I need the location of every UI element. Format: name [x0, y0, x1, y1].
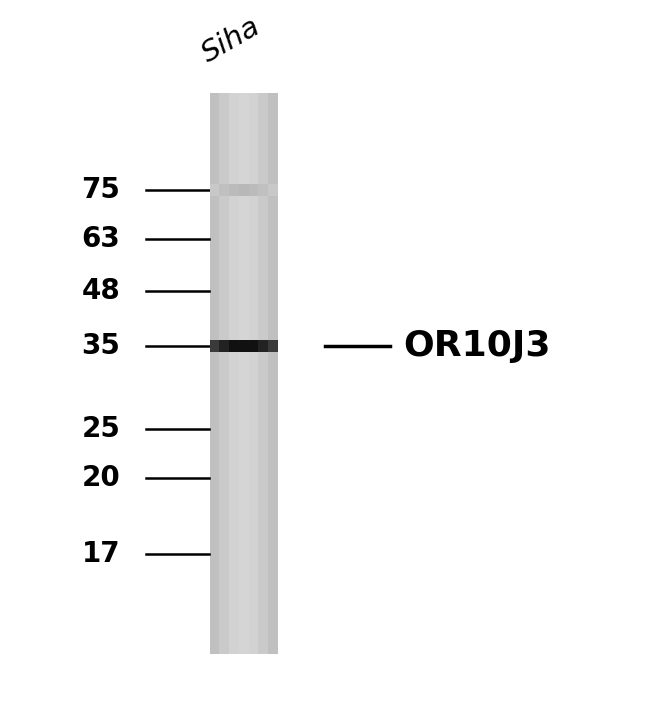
Bar: [259, 340, 268, 352]
Text: 75: 75: [81, 176, 120, 204]
Bar: [239, 183, 248, 196]
Bar: [268, 340, 278, 352]
Bar: [248, 340, 259, 352]
Bar: [248, 183, 259, 196]
Bar: [229, 340, 239, 352]
Text: OR10J3: OR10J3: [403, 329, 551, 363]
Bar: [259, 93, 268, 654]
Bar: [229, 183, 239, 196]
Bar: [268, 93, 278, 654]
Text: 48: 48: [81, 276, 120, 304]
Text: 35: 35: [81, 332, 120, 360]
Text: 63: 63: [81, 224, 120, 252]
Bar: [229, 93, 239, 654]
Bar: [239, 340, 248, 352]
Bar: [209, 340, 220, 352]
Text: 20: 20: [81, 464, 120, 491]
Bar: [239, 93, 248, 654]
Bar: [259, 183, 268, 196]
Text: 17: 17: [82, 540, 120, 568]
Bar: [220, 183, 229, 196]
Text: Siha: Siha: [196, 13, 265, 69]
Bar: [209, 183, 220, 196]
Bar: [268, 183, 278, 196]
Bar: [220, 340, 229, 352]
Bar: [209, 93, 220, 654]
Bar: [248, 93, 259, 654]
Bar: [220, 93, 229, 654]
Text: 25: 25: [81, 415, 120, 443]
